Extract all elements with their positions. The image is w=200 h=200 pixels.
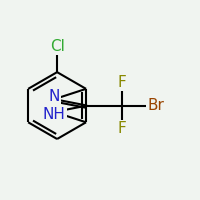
- Text: F: F: [118, 121, 127, 136]
- Text: Br: Br: [148, 98, 165, 113]
- Text: Cl: Cl: [50, 39, 65, 54]
- Text: F: F: [118, 75, 127, 90]
- Text: NH: NH: [43, 107, 66, 122]
- Text: N: N: [49, 89, 60, 104]
